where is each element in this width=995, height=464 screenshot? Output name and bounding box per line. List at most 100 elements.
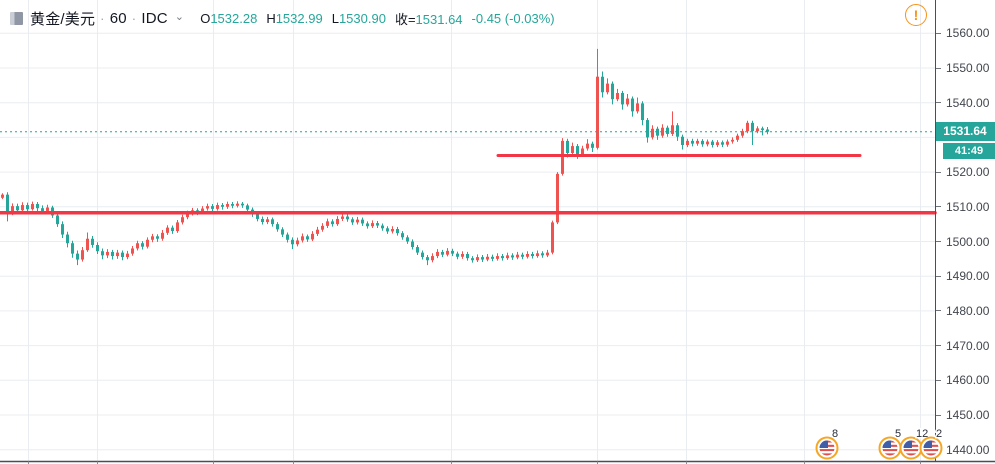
candle — [231, 201, 234, 209]
separator-dot: · — [100, 10, 105, 26]
price-axis-label: 1460.00 — [946, 373, 990, 388]
economic-event-marker[interactable]: 8 — [815, 427, 840, 460]
candle — [511, 253, 514, 260]
price-axis-label: 1480.00 — [946, 303, 990, 318]
candle — [86, 232, 89, 252]
candle — [91, 235, 94, 248]
candle — [761, 126, 764, 136]
symbol-name: 黄金/美元 — [30, 10, 96, 28]
candle — [641, 101, 644, 126]
candle — [411, 239, 414, 250]
candle — [591, 141, 594, 152]
candle — [396, 226, 399, 236]
symbol-flag-icon[interactable] — [10, 11, 23, 25]
candle — [151, 233, 154, 243]
candle — [461, 251, 464, 259]
price-tick — [936, 345, 941, 347]
candle — [241, 201, 244, 208]
price-axis-label: 1440.00 — [946, 442, 990, 457]
price-tick — [936, 206, 941, 208]
candle — [531, 251, 534, 259]
candle — [426, 255, 429, 266]
candle — [741, 128, 744, 138]
candle — [556, 172, 559, 225]
economic-event-marker[interactable]: 5 — [878, 427, 903, 460]
candle — [356, 216, 359, 225]
candle — [371, 220, 374, 228]
candle — [381, 223, 384, 231]
candle — [726, 139, 729, 147]
economic-event-marker[interactable]: 2 — [919, 427, 944, 460]
exchange-label: IDC — [141, 9, 168, 27]
price-axis-label: 1500.00 — [946, 234, 990, 249]
candle — [706, 139, 709, 147]
interval-label: 60 — [109, 9, 127, 27]
price-tick — [936, 310, 941, 312]
candle — [181, 214, 184, 225]
candle — [101, 248, 104, 260]
low-label: L — [331, 10, 339, 26]
candle — [236, 201, 239, 208]
chevron-down-icon[interactable]: ⌄ — [174, 10, 185, 23]
candle — [361, 217, 364, 226]
candle — [516, 251, 519, 260]
price-axis-label: 1540.00 — [946, 95, 990, 110]
candle — [36, 201, 39, 211]
candle — [96, 242, 99, 254]
candle — [321, 223, 324, 232]
us-flag-icon — [923, 440, 939, 456]
candle — [291, 237, 294, 250]
price-tick — [936, 32, 941, 34]
candle — [31, 201, 34, 211]
candle — [616, 88, 619, 102]
candle — [466, 251, 469, 261]
candle — [746, 120, 749, 134]
candle — [686, 138, 689, 148]
candle — [491, 254, 494, 262]
candle — [661, 124, 664, 138]
candle — [601, 71, 604, 98]
candle — [311, 231, 314, 242]
candle — [421, 250, 424, 260]
candle — [286, 232, 289, 243]
symbol-title-button[interactable]: 黄金/美元 · 60 · IDC ⌄ — [30, 8, 184, 29]
candle — [271, 217, 274, 227]
candle — [326, 218, 329, 228]
candle — [121, 250, 124, 261]
candle — [136, 240, 139, 251]
candle — [6, 192, 9, 222]
candle — [621, 90, 624, 110]
candle — [636, 97, 639, 114]
candle — [571, 142, 574, 155]
candle — [521, 252, 524, 260]
candle — [436, 249, 439, 259]
alert-warning-icon[interactable]: ! — [905, 4, 927, 26]
candle — [671, 111, 674, 137]
candle — [171, 225, 174, 234]
candle — [281, 227, 284, 237]
event-count: 2 — [936, 428, 942, 440]
price-tick — [936, 67, 941, 69]
candle — [206, 203, 209, 211]
candle — [366, 221, 369, 229]
candle — [736, 133, 739, 142]
candle — [61, 221, 64, 239]
us-flag-icon — [819, 440, 835, 456]
candle — [316, 226, 319, 236]
candle — [656, 126, 659, 140]
price-axis[interactable]: 1560.00 1550.00 1540.00 1520.00 1510.00 1500.… — [935, 0, 995, 461]
candle — [226, 201, 229, 209]
us-flag-icon — [882, 440, 898, 456]
candle — [81, 247, 84, 262]
candle — [216, 202, 219, 211]
price-axis-label: 1470.00 — [946, 338, 990, 353]
candle — [506, 252, 509, 260]
candle — [161, 230, 164, 241]
candle — [176, 219, 179, 233]
candle — [406, 235, 409, 244]
candle — [306, 234, 309, 242]
candle — [276, 222, 279, 232]
candle — [541, 251, 544, 258]
